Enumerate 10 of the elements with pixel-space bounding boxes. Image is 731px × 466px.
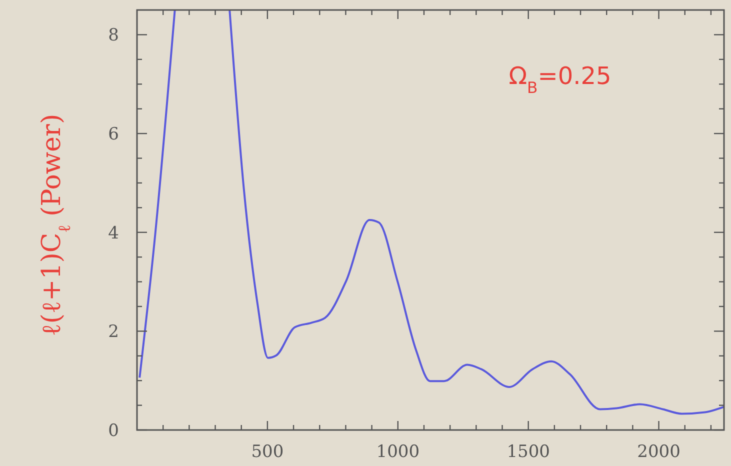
x-tick-label: 1000 — [376, 442, 420, 462]
x-tick-label: 2000 — [637, 442, 680, 462]
y-tick-label: 8 — [108, 26, 119, 46]
x-tick-label: 1500 — [506, 442, 550, 462]
y-tick-label: 6 — [108, 124, 119, 145]
annotation: Ω$_{B}$=0.25 — [508, 62, 612, 97]
x-tick-label: 500 — [251, 442, 284, 462]
y-tick-label: 4 — [108, 223, 119, 244]
y-tick-label: 0 — [108, 421, 119, 441]
y-tick-label: 2 — [108, 322, 119, 342]
